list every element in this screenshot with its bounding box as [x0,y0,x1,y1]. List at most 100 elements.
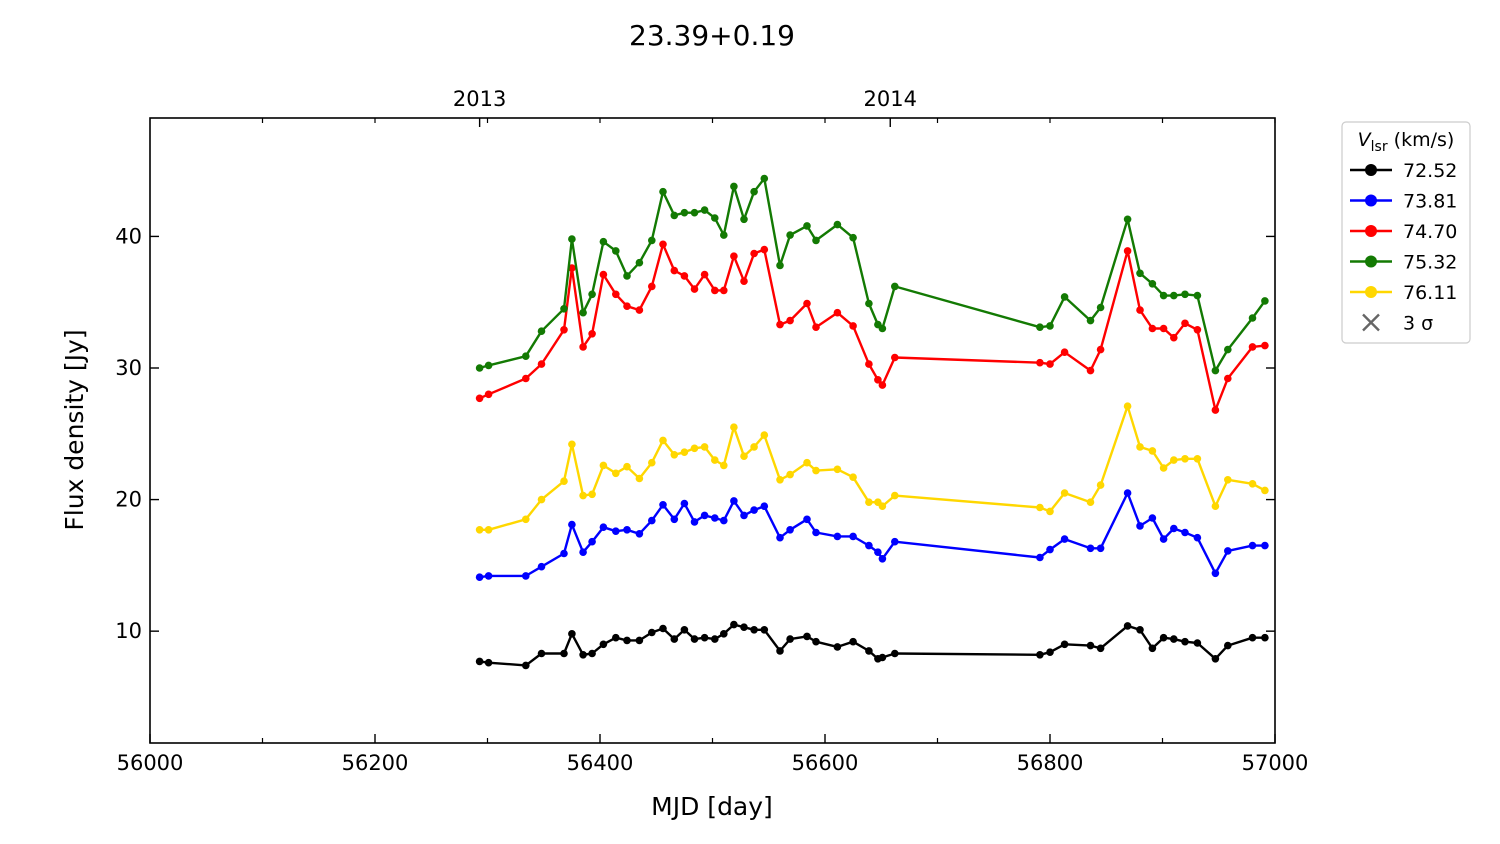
data-point [891,537,899,546]
data-point [891,649,899,658]
data-point [579,651,587,659]
plot-frame [149,117,1276,744]
data-point [1096,544,1105,553]
data-point [720,286,728,295]
data-point [720,516,728,525]
top-axis: 2013 2014 [261,87,1276,127]
data-point [786,231,794,239]
data-point [537,562,546,571]
data-point [588,290,596,299]
data-point [1170,333,1178,342]
data-point [1060,535,1069,543]
data-point [786,526,794,534]
data-point [711,214,719,222]
x-tick-label: 56000 [117,751,184,775]
data-point [812,637,820,646]
data-point [1148,447,1157,455]
data-point [776,320,784,329]
data-point [849,532,857,541]
legend-title-subscript: lsr [1371,139,1388,155]
data-point [635,530,644,538]
data-point [750,626,758,634]
data-point [878,381,887,389]
data-point [599,523,608,531]
data-point [1123,402,1132,411]
data-point [760,174,769,183]
legend-label: 76.11 [1403,282,1457,304]
data-point [1181,528,1189,537]
data-point [1261,297,1269,305]
data-point [878,653,887,662]
data-point [579,491,587,500]
chart-title: 23.39+0.19 [629,19,795,52]
data-point [1136,306,1144,314]
data-point [1224,374,1232,383]
data-point [680,499,689,508]
data-point [648,458,656,467]
data-point [522,661,530,670]
data-point [760,431,769,439]
series-line [479,405,1266,531]
data-point [891,353,899,362]
data-point [1193,533,1202,542]
data-point [1060,348,1069,357]
x-tick-label: 56200 [342,751,409,775]
data-point [568,235,576,243]
data-point [1060,293,1069,301]
data-point [878,555,887,563]
data-point [812,528,820,537]
data-point [849,473,857,482]
data-point [740,511,748,520]
data-point [833,220,842,229]
data-point [720,231,728,239]
data-point [635,474,644,483]
data-point [1046,322,1054,330]
legend-label: 3 σ [1403,313,1433,335]
data-point [1036,503,1044,512]
data-point [522,352,530,361]
x-tick-label: 56600 [792,751,859,775]
data-point [1193,326,1202,334]
data-point [1211,406,1220,414]
y-tick-label: 20 [115,488,142,512]
data-point [1159,324,1168,333]
data-point [1046,507,1054,516]
series-73.81 [475,489,1269,581]
data-point [833,643,842,651]
data-point [1261,633,1269,642]
data-point [522,374,530,383]
data-point [1248,343,1257,351]
data-point [803,458,811,467]
data-point [776,533,784,542]
data-point [1261,541,1269,550]
data-point [865,299,873,308]
data-point [760,626,769,634]
data-point [623,526,631,534]
legend-marker [1365,225,1377,237]
y-axis-label: Flux density [Jy] [60,329,89,530]
data-point [849,233,857,242]
data-point [1159,535,1168,543]
data-point [1211,366,1220,375]
data-point [1123,489,1132,497]
data-point [475,573,484,581]
data-point [659,436,667,445]
data-point [670,635,679,643]
data-point [1170,524,1178,533]
legend: Vlsr (km/s) 72.52 73.81 74.70 75.32 76.11 3 σ [1341,121,1471,344]
data-point [670,515,679,524]
data-point [560,649,568,658]
data-point [720,461,728,470]
data-point [878,324,887,333]
series-line [479,623,1265,667]
data-point [1123,247,1132,255]
data-point [1036,323,1044,332]
y-axis: 10 20 30 40 [115,224,1275,643]
data-point [750,249,758,258]
legend-entry: 74.70 [1350,221,1457,243]
data-point [730,620,738,629]
data-point [711,635,719,643]
legend-entry: 73.81 [1350,191,1457,213]
data-point [865,360,873,368]
data-point [1170,291,1178,300]
